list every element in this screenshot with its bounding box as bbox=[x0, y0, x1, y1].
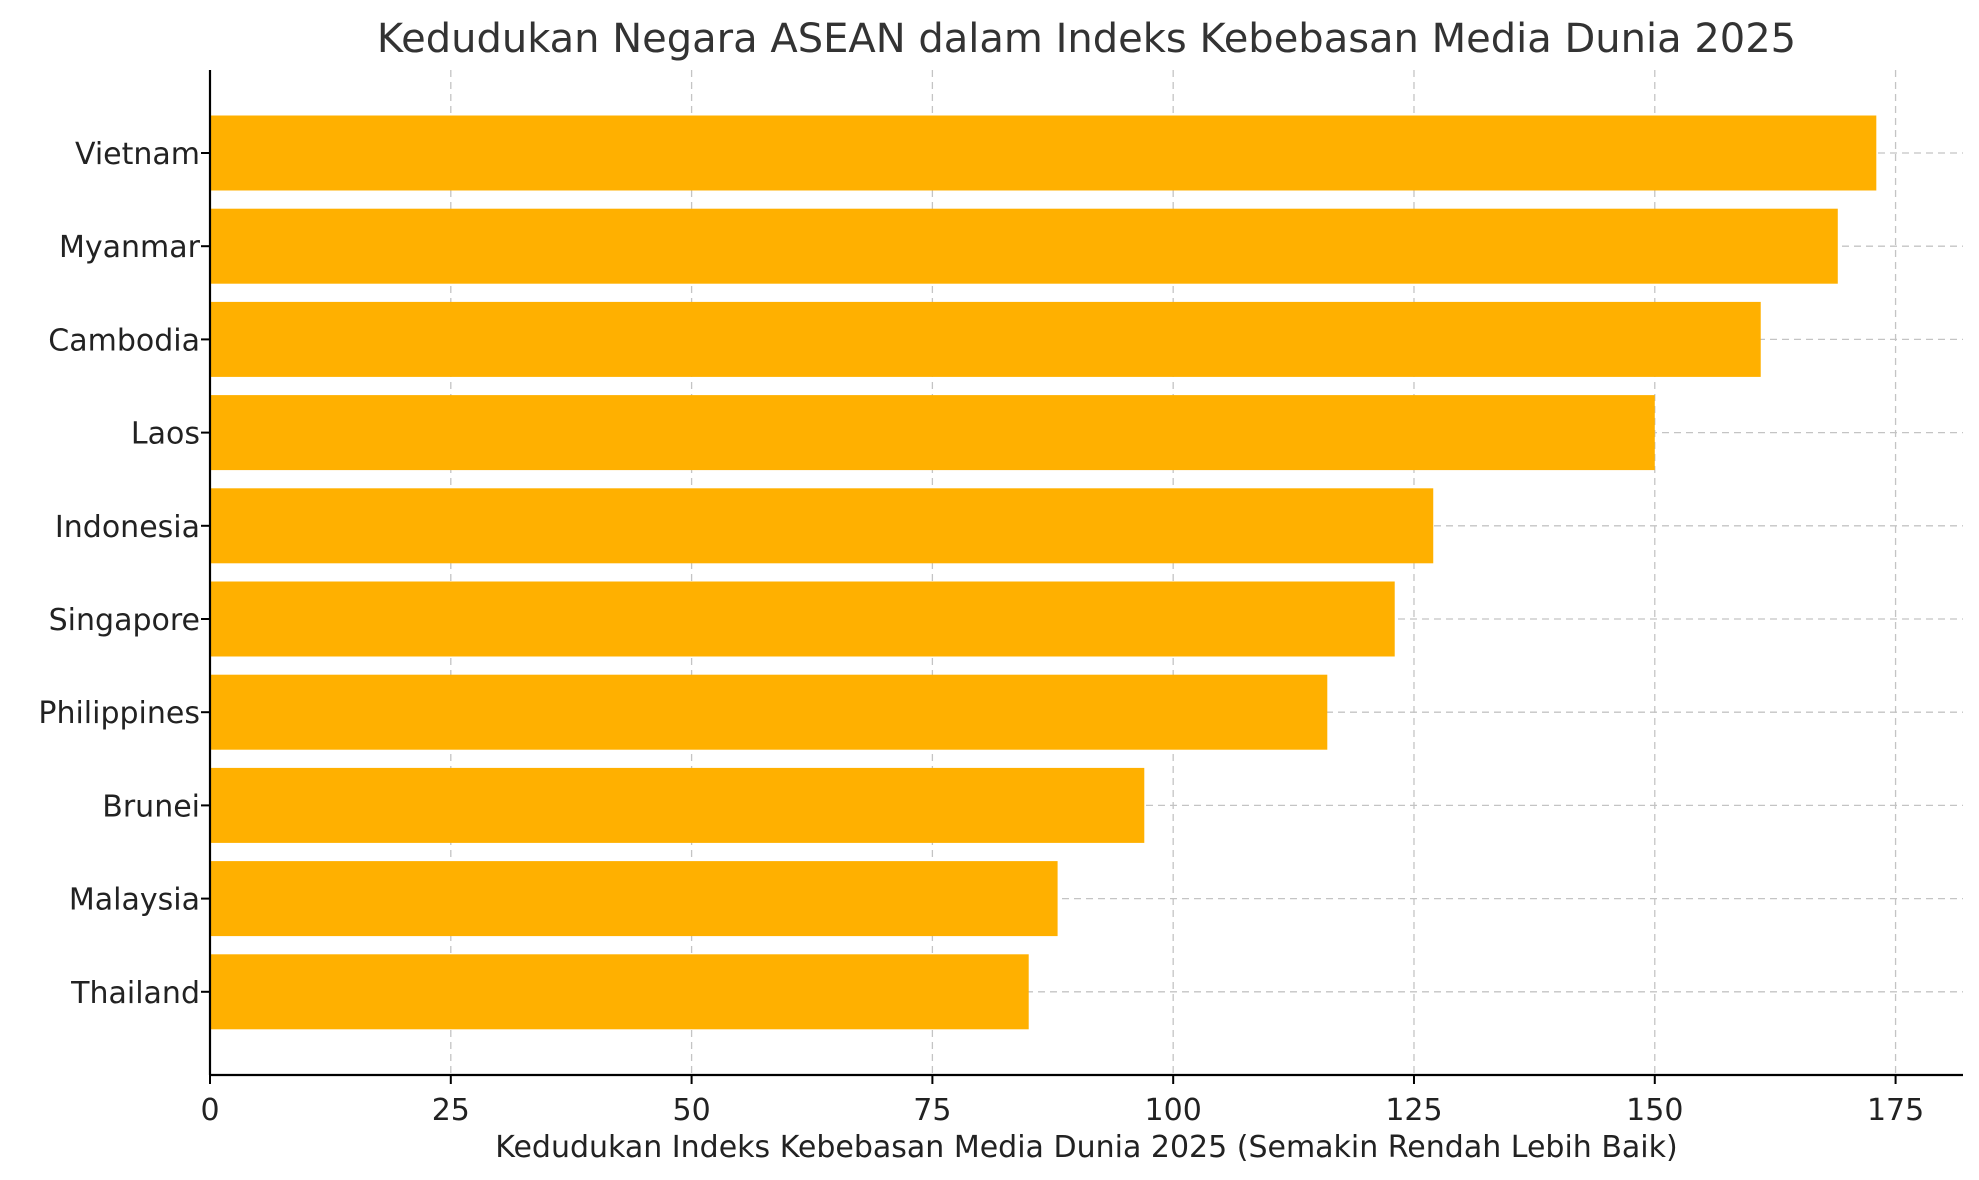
axis-layer bbox=[208, 70, 1963, 1077]
bar-indonesia bbox=[210, 488, 1434, 564]
y-tick-label: Indonesia bbox=[55, 510, 200, 545]
chart-title: Kedudukan Negara ASEAN dalam Indeks Kebe… bbox=[377, 16, 1796, 62]
y-tick-label: Brunei bbox=[102, 789, 200, 824]
y-tick-label: Vietnam bbox=[75, 137, 200, 172]
bar-philippines bbox=[210, 674, 1328, 750]
x-tick-label: 25 bbox=[432, 1093, 470, 1128]
y-tick-label: Singapore bbox=[49, 603, 200, 638]
y-tick-label: Cambodia bbox=[48, 323, 200, 358]
x-tick-label: 0 bbox=[200, 1093, 219, 1128]
tick-layer: 0 25 50 75 100 125 150 175 Vietnam Myanmar Cambodi… bbox=[38, 137, 1924, 1128]
y-tick-label: Malaysia bbox=[69, 883, 200, 918]
bar-malaysia bbox=[210, 861, 1058, 937]
bar-singapore bbox=[210, 581, 1395, 657]
y-tick-label: Laos bbox=[131, 417, 200, 452]
bar-brunei bbox=[210, 767, 1145, 843]
bar-laos bbox=[210, 395, 1655, 471]
y-tick-label: Philippines bbox=[38, 696, 200, 731]
bar-cambodia bbox=[210, 301, 1761, 377]
y-tick-label: Thailand bbox=[70, 976, 200, 1011]
x-tick-label: 175 bbox=[1867, 1093, 1924, 1128]
bar-layer bbox=[210, 115, 1877, 1030]
y-tick-label: Myanmar bbox=[59, 230, 201, 265]
x-tick-label: 75 bbox=[913, 1093, 951, 1128]
x-tick-label: 100 bbox=[1145, 1093, 1202, 1128]
bar-thailand bbox=[210, 954, 1029, 1030]
bar-vietnam bbox=[210, 115, 1877, 191]
bar-myanmar bbox=[210, 208, 1838, 284]
x-axis-label: Kedudukan Indeks Kebebasan Media Dunia 2… bbox=[495, 1130, 1677, 1165]
x-tick-label: 125 bbox=[1385, 1093, 1442, 1128]
x-tick-label: 150 bbox=[1626, 1093, 1683, 1128]
x-tick-label: 50 bbox=[672, 1093, 710, 1128]
